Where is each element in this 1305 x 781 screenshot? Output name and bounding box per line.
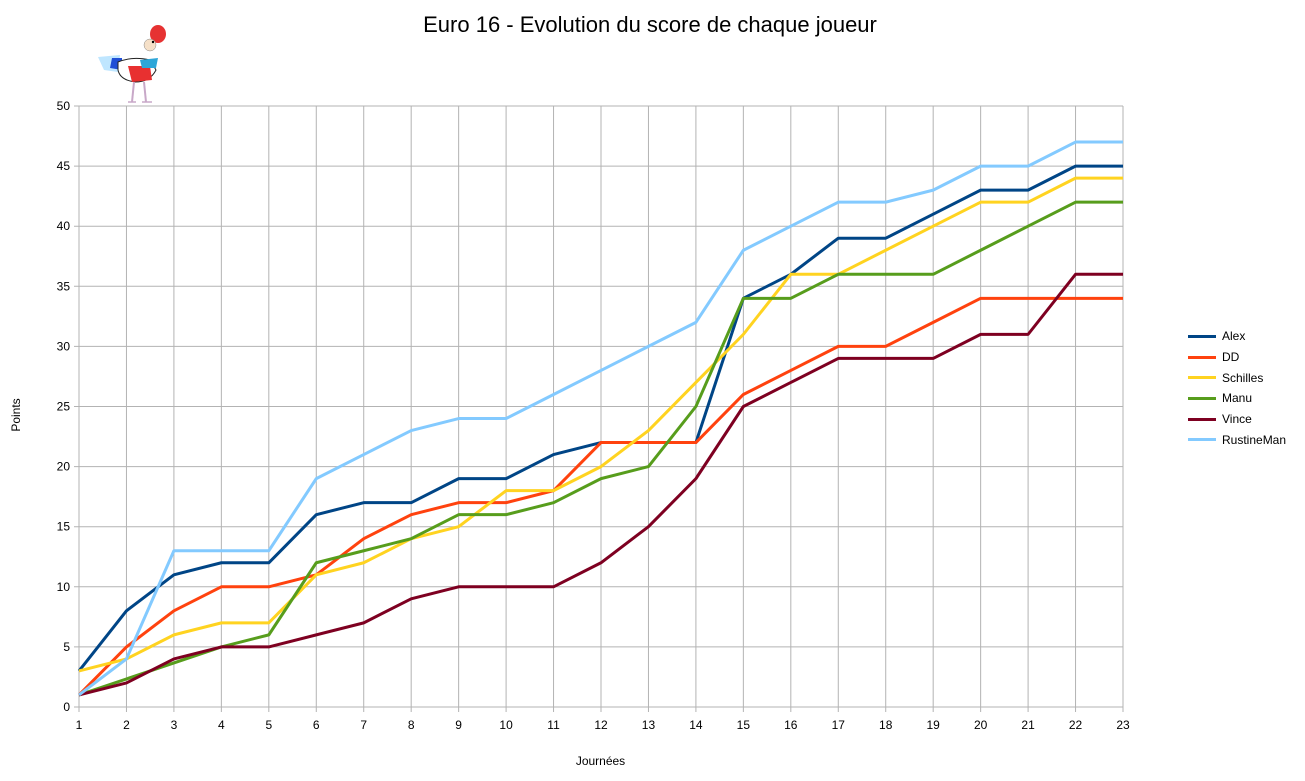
x-tick-label: 23 (1116, 718, 1130, 732)
x-tick-label: 15 (737, 718, 751, 732)
x-tick-label: 16 (784, 718, 798, 732)
legend-item-schilles: Schilles (1188, 367, 1286, 388)
series-line-vince (78, 272, 1123, 697)
x-tick-label: 13 (642, 718, 656, 732)
legend-swatch (1188, 376, 1216, 380)
legend-item-vince: Vince (1188, 409, 1286, 430)
x-axis-label: Journées (575, 754, 626, 768)
x-tick-label: 9 (455, 718, 462, 732)
legend-item-dd: DD (1188, 347, 1286, 368)
y-axis-label: Points (9, 398, 23, 432)
x-tick-label: 1 (76, 718, 83, 732)
x-tick-label: 6 (313, 718, 320, 732)
y-tick-label: 30 (57, 339, 71, 353)
series-line-rustineman (78, 140, 1123, 697)
y-tick-label: 5 (63, 640, 70, 654)
y-tick-label: 20 (57, 460, 71, 474)
x-tick-label: 8 (408, 718, 415, 732)
x-tick-label: 22 (1069, 718, 1083, 732)
legend-swatch (1188, 396, 1216, 400)
x-tick-label: 2 (123, 718, 130, 732)
legend-label: RustineMan (1222, 432, 1287, 447)
x-tick-label: 5 (265, 718, 272, 732)
x-tick-label: 3 (171, 718, 178, 732)
legend-label: Alex (1222, 329, 1246, 344)
series-line-manu (78, 200, 1123, 697)
series-line-dd (77, 296, 1123, 697)
y-tick-label: 25 (57, 400, 71, 414)
series-line-schilles (78, 176, 1123, 673)
legend-swatch (1188, 417, 1216, 421)
x-tick-label: 12 (594, 718, 608, 732)
x-tick-label: 11 (547, 718, 560, 732)
x-tick-label: 17 (832, 718, 846, 732)
x-tick-label: 10 (499, 718, 513, 732)
legend-item-alex: Alex (1188, 326, 1286, 347)
y-tick-label: 15 (57, 520, 71, 534)
legend-swatch (1188, 438, 1216, 442)
legend-label: Vince (1222, 412, 1252, 427)
x-tick-label: 19 (927, 718, 941, 732)
rooster-mascot-icon (98, 25, 166, 103)
legend-label: Manu (1222, 391, 1253, 406)
legend-item-manu: Manu (1188, 388, 1286, 409)
x-tick-label: 21 (1021, 718, 1035, 732)
x-tick-label: 4 (218, 718, 225, 732)
y-tick-label: 35 (57, 279, 71, 293)
legend-item-rustineman: RustineMan (1188, 429, 1286, 450)
legend-swatch (1188, 334, 1216, 338)
chart-title: Euro 16 - Evolution du score de chaque j… (423, 12, 877, 37)
x-tick-label: 14 (689, 718, 703, 732)
x-tick-label: 7 (360, 718, 367, 732)
y-tick-label: 0 (63, 700, 70, 714)
y-tick-label: 40 (57, 219, 71, 233)
x-tick-label: 20 (974, 718, 988, 732)
legend-label: DD (1222, 350, 1240, 365)
y-tick-label: 45 (57, 159, 71, 173)
y-tick-label: 50 (57, 99, 71, 113)
y-tick-label: 10 (57, 580, 71, 594)
x-tick-label: 18 (879, 718, 893, 732)
legend-label: Schilles (1222, 370, 1264, 385)
legend-swatch (1188, 355, 1216, 359)
legend: Alex DD Schilles Manu Vince RustineMan (1188, 326, 1286, 450)
